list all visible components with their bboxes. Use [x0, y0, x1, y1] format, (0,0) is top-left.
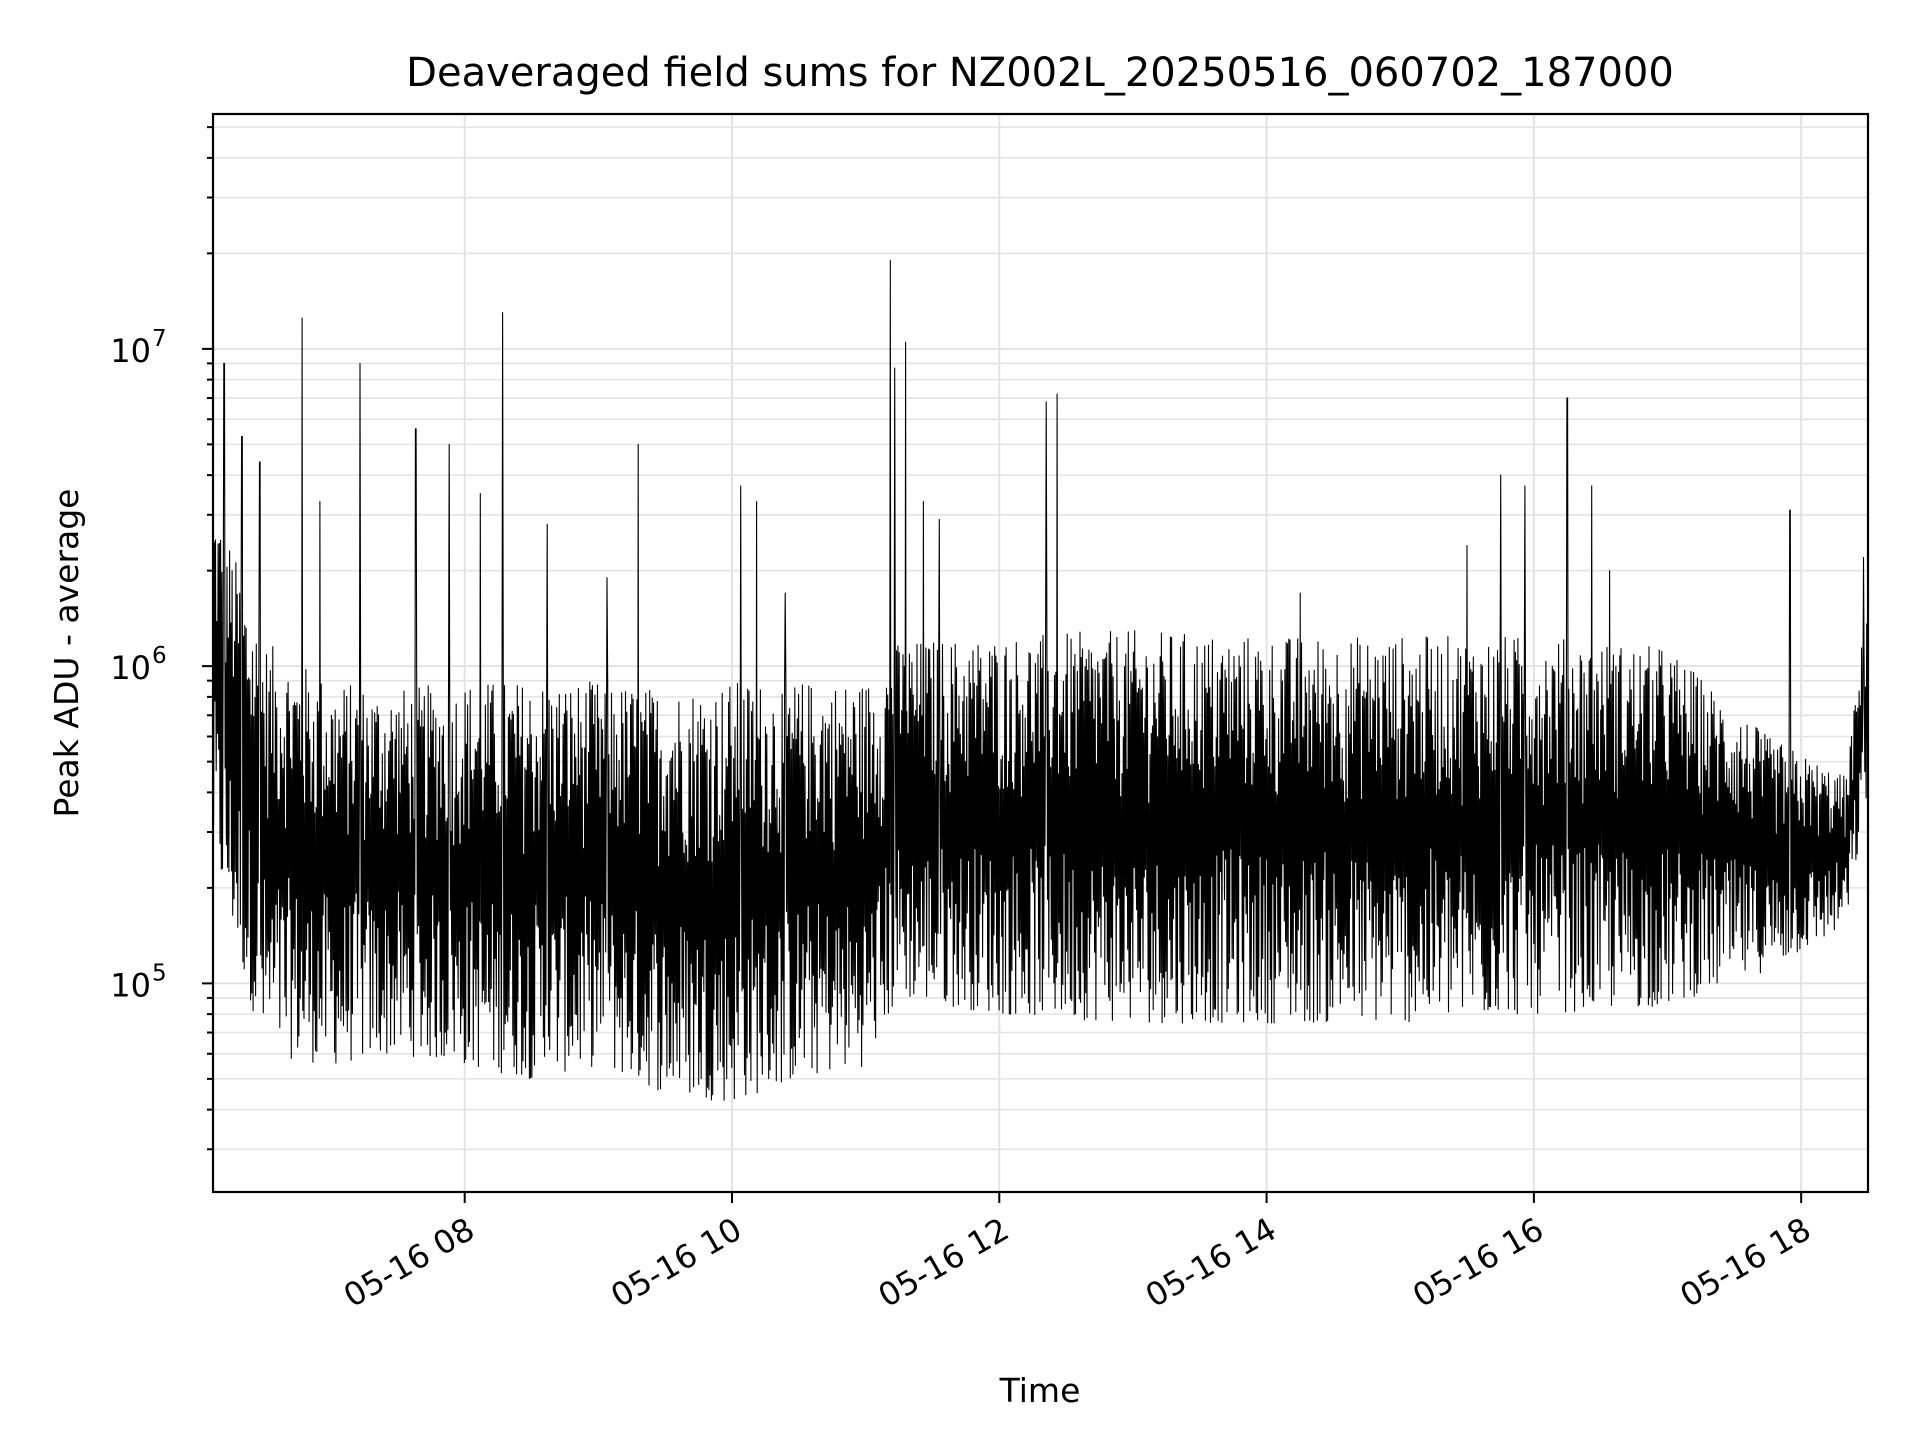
y-tick-label: 10	[110, 966, 151, 1004]
y-axis-label: Peak ADU - average	[47, 489, 86, 818]
plot-area	[211, 112, 1870, 1194]
y-tick-label: 10	[110, 649, 151, 687]
series-layer	[213, 259, 1868, 1101]
axes-frame	[211, 112, 1870, 1194]
y-tick-exponent: 5	[152, 960, 167, 986]
y-tick-exponent: 6	[152, 643, 167, 669]
y-tick-exponent: 7	[152, 326, 167, 352]
chart-title: Deaveraged field sums for NZ002L_2025051…	[406, 50, 1674, 96]
x-axis-label: Time	[999, 1371, 1081, 1410]
y-tick-label: 10	[110, 332, 151, 370]
series-line	[213, 259, 1868, 1101]
